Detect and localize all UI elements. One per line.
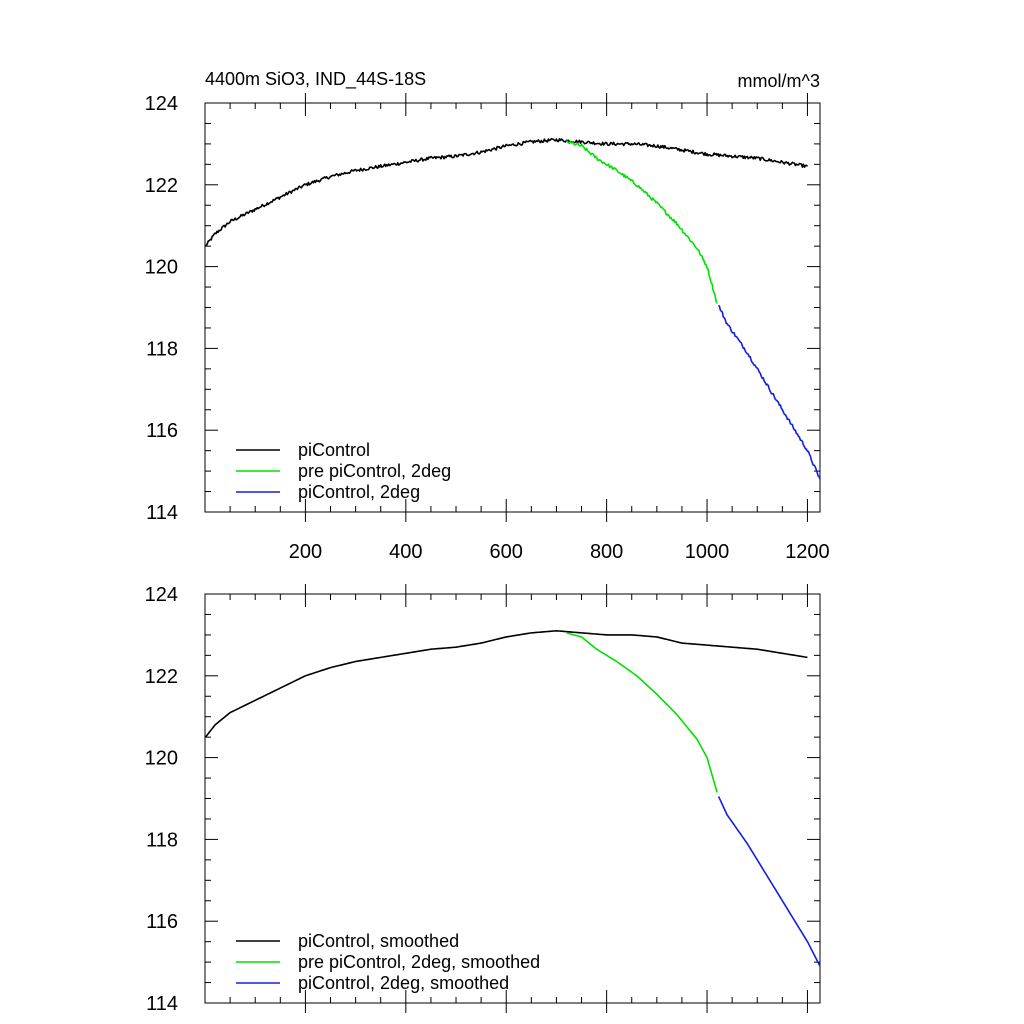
chart-title: 4400m SiO3, IND_44S-18S	[205, 69, 426, 90]
legend-label-2: piControl, 2deg	[298, 482, 420, 502]
y-tick-label: 116	[146, 911, 178, 933]
y-tick-label: 118	[146, 338, 178, 360]
y-tick-label: 124	[145, 93, 178, 115]
y-tick-label: 122	[145, 666, 178, 688]
y-tick-label: 124	[145, 584, 178, 606]
x-tick-label: 800	[590, 541, 623, 563]
legend-label-0: piControl, smoothed	[298, 931, 459, 951]
legend-label-0: piControl	[298, 440, 370, 460]
y-tick-label: 120	[145, 748, 178, 770]
y-tick-label: 116	[146, 420, 178, 442]
series-line-0	[206, 631, 808, 737]
series-line-2	[719, 796, 820, 966]
chart-units: mmol/m^3	[738, 71, 820, 91]
x-tick-label: 200	[289, 541, 322, 563]
series-line-1	[566, 141, 717, 304]
series-line-0	[206, 139, 808, 246]
legend-label-1: pre piControl, 2deg	[298, 461, 451, 481]
series-line-2	[719, 305, 820, 479]
y-tick-label: 120	[145, 257, 178, 279]
x-tick-label: 1200	[785, 541, 830, 563]
x-tick-label: 400	[389, 541, 422, 563]
y-tick-label: 122	[145, 175, 178, 197]
y-tick-label: 114	[146, 993, 178, 1015]
y-tick-label: 118	[146, 829, 178, 851]
legend-label-1: pre piControl, 2deg, smoothed	[298, 952, 540, 972]
x-tick-label: 1000	[685, 541, 730, 563]
bottom-panel: 114 116 118 120 122 124 piControl, smoothedpre…	[145, 584, 820, 1015]
legend-label-2: piControl, 2deg, smoothed	[298, 973, 509, 993]
y-tick-label: 114	[146, 502, 178, 524]
series-line-1	[566, 633, 717, 793]
x-tick-label: 600	[490, 541, 523, 563]
top-panel: 4400m SiO3, IND_44S-18S mmol/m^3 114 116 1…	[145, 69, 830, 563]
